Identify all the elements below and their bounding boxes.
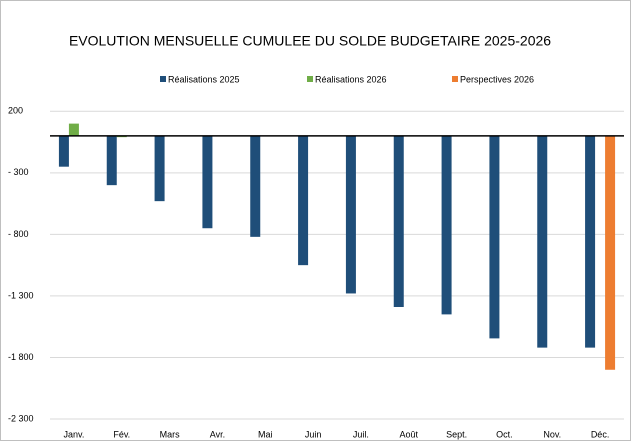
bar: [68, 123, 79, 136]
y-tick-label: -1 300: [8, 290, 34, 300]
legend-label: Perspectives 2026: [460, 74, 534, 84]
x-tick-label: Nov.: [543, 429, 561, 439]
y-tick-label: - 300: [8, 167, 29, 177]
bar: [489, 135, 500, 339]
bar: [345, 135, 356, 294]
bar: [393, 135, 404, 307]
y-tick-label: 200: [8, 106, 23, 116]
y-tick-label: -1 800: [8, 352, 34, 362]
bar: [605, 135, 616, 370]
x-tick-label: Sept.: [446, 429, 467, 439]
chart-title: EVOLUTION MENSUELLE CUMULEE DU SOLDE BUD…: [69, 33, 551, 49]
bar: [154, 135, 165, 202]
x-tick-label: Mars: [160, 429, 180, 439]
bar: [250, 135, 261, 237]
x-tick-label: Juin: [305, 429, 322, 439]
bar: [106, 135, 117, 186]
legend-swatch: [160, 76, 166, 82]
legend-swatch: [307, 76, 313, 82]
y-tick-label: -2 300: [8, 413, 34, 423]
bar: [298, 135, 309, 266]
x-tick-label: Oct.: [496, 429, 513, 439]
bar: [58, 135, 69, 167]
bar: [441, 135, 452, 315]
x-tick-label: Fév.: [113, 429, 130, 439]
x-tick-label: Août: [399, 429, 418, 439]
x-tick-label: Janv.: [63, 429, 84, 439]
y-tick-label: - 800: [8, 229, 29, 239]
legend-swatch: [452, 76, 458, 82]
x-tick-label: Juil.: [353, 429, 369, 439]
legend-label: Réalisations 2026: [315, 74, 387, 84]
x-tick-label: Mai: [258, 429, 273, 439]
bar: [585, 135, 596, 348]
bar: [202, 135, 213, 229]
x-tick-label: Déc.: [591, 429, 610, 439]
legend-label: Réalisations 2025: [168, 74, 240, 84]
bar: [537, 135, 548, 348]
x-tick-label: Avr.: [210, 429, 225, 439]
